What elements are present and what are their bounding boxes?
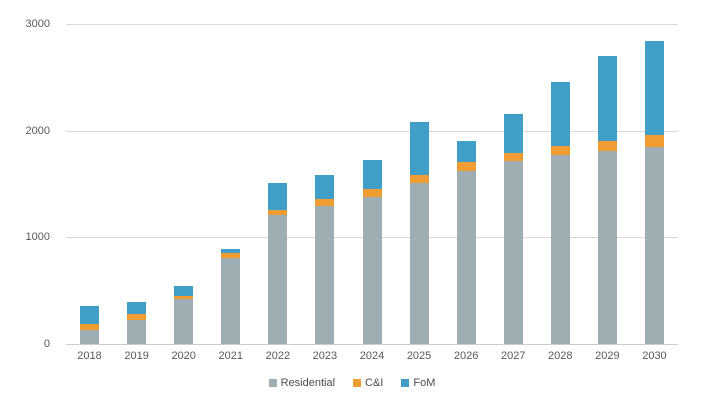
plot-area (66, 24, 678, 345)
bar-segment-2023-residential (315, 206, 335, 344)
bar-segment-2029-ci (597, 141, 617, 152)
bar-segment-2023-ci (315, 198, 335, 207)
bar-segment-2027-ci (503, 152, 523, 161)
bar-segment-2021-fom (221, 249, 241, 254)
legend-swatch-ci (353, 379, 362, 387)
bar-segment-2027-residential (503, 160, 523, 344)
bar-segment-2025-fom (409, 121, 429, 176)
bar-segment-2020-residential (174, 299, 194, 344)
bar-segment-2018-residential (80, 329, 100, 344)
x-tick-label-2021: 2021 (218, 350, 243, 362)
bar-segment-2025-residential (409, 183, 429, 344)
gridline-2000 (66, 130, 678, 132)
bar-segment-2021-ci (221, 253, 241, 259)
bar-segment-2028-fom (550, 81, 570, 146)
bar-segment-2030-ci (644, 135, 664, 148)
legend-label-residential: Residential (280, 377, 336, 389)
legend-swatch-fom (401, 379, 410, 387)
y-tick-label-2000: 2000 (25, 124, 50, 137)
bar-segment-2020-ci (174, 296, 194, 300)
y-tick-label-1000: 1000 (25, 231, 50, 244)
bar-segment-2026-ci (456, 162, 476, 171)
bar-segment-2021-residential (221, 258, 241, 344)
x-tick-label-2026: 2026 (453, 350, 479, 362)
legend-label-ci: C&I (365, 377, 384, 389)
bar-segment-2022-residential (268, 215, 288, 344)
legend-label-fom: FoM (413, 377, 436, 389)
bar-segment-2025-ci (409, 175, 429, 184)
x-tick-label-2025: 2025 (406, 350, 432, 362)
x-tick-label-2023: 2023 (312, 350, 338, 362)
gridline-3000 (66, 24, 678, 25)
x-tick-label-2030: 2030 (642, 350, 667, 362)
bar-segment-2026-fom (456, 140, 476, 163)
bar-segment-2020-fom (174, 286, 194, 296)
bar-segment-2022-ci (268, 209, 288, 216)
x-tick-label-2022: 2022 (265, 350, 291, 362)
bar-segment-2029-fom (597, 56, 617, 142)
x-tick-label-2019: 2019 (124, 350, 149, 362)
bar-segment-2027-fom (503, 113, 523, 153)
bar-segment-2023-fom (315, 174, 335, 199)
legend-swatch-residential (268, 379, 277, 387)
x-tick-label-2027: 2027 (500, 350, 526, 362)
bar-segment-2024-ci (362, 188, 382, 197)
bar-segment-2019-ci (127, 314, 147, 320)
legend-item-residential: Residential (268, 377, 336, 389)
legend-item-fom: FoM (401, 377, 435, 389)
bar-segment-2028-residential (550, 154, 570, 344)
y-tick-label-0: 0 (43, 338, 50, 350)
bar-segment-2030-fom (644, 40, 664, 136)
x-tick-label-2020: 2020 (171, 350, 196, 362)
y-tick-label-3000: 3000 (25, 18, 50, 30)
bar-segment-2024-fom (362, 160, 382, 189)
legend-item-ci: C&I (353, 377, 383, 389)
bar-segment-2026-residential (456, 170, 476, 344)
bar-segment-2019-residential (127, 320, 147, 344)
bar-segment-2018-ci (80, 323, 100, 330)
bar-segment-2018-fom (80, 306, 100, 324)
bar-segment-2029-residential (597, 151, 617, 344)
bar-segment-2024-residential (362, 196, 382, 344)
legend: Residential C&I FoM (0, 377, 704, 389)
x-tick-label-2024: 2024 (359, 350, 385, 362)
x-tick-label-2018: 2018 (77, 350, 102, 362)
bar-segment-2019-fom (127, 302, 147, 315)
x-tick-label-2028: 2028 (548, 350, 573, 362)
bar-segment-2022-fom (268, 183, 288, 210)
x-tick-label-2029: 2029 (595, 350, 620, 362)
bar-segment-2028-ci (550, 145, 570, 155)
bar-segment-2030-residential (644, 147, 664, 344)
